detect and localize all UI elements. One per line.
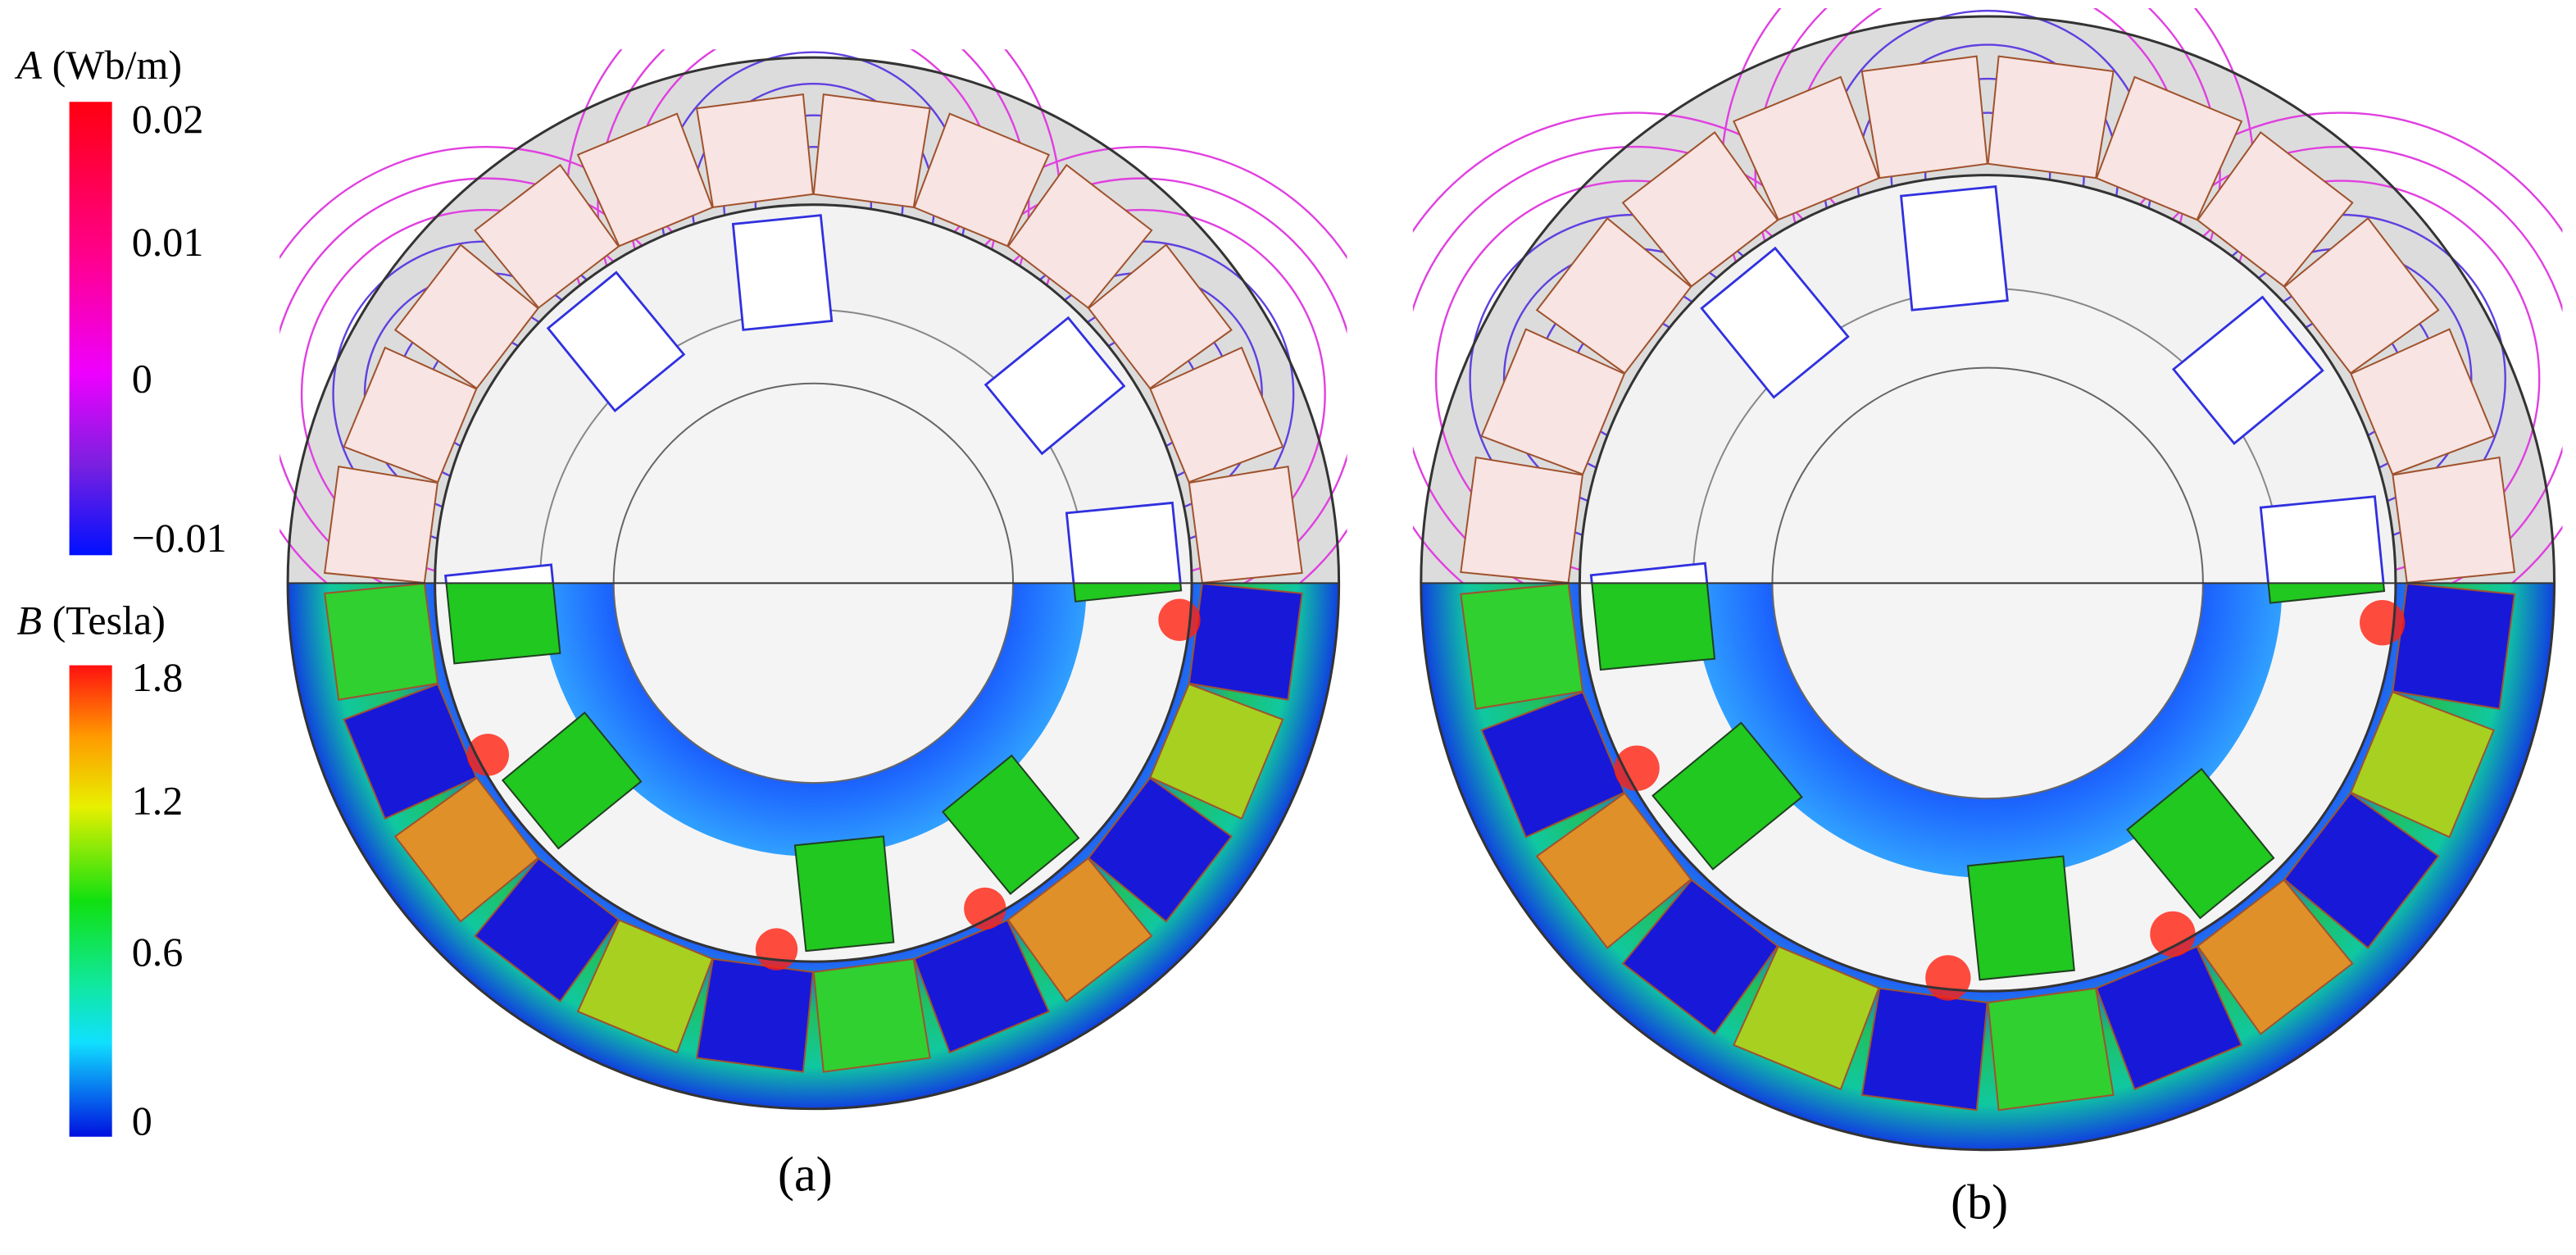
flux-tick-label: 0	[132, 355, 152, 401]
slot	[695, 93, 815, 209]
slot	[2350, 690, 2495, 839]
slot	[1006, 163, 1153, 309]
density-tick-label: 1.8	[132, 654, 184, 700]
saturation-spot	[2150, 911, 2196, 957]
slot	[1535, 792, 1692, 949]
magnet	[1072, 583, 1183, 602]
slot	[576, 919, 714, 1054]
magnet	[2171, 295, 2324, 445]
magnet	[546, 271, 686, 413]
density-half	[288, 583, 1339, 1109]
slot	[393, 243, 539, 390]
slot	[393, 776, 539, 923]
magnet	[1900, 185, 2009, 311]
slot	[2350, 328, 2495, 475]
slot	[1460, 583, 1584, 710]
slot	[474, 163, 620, 309]
slot	[2392, 583, 2516, 710]
saturation-spot	[1614, 745, 1660, 791]
magnet	[941, 754, 1080, 895]
magnet	[984, 316, 1126, 456]
flux-tick-label: 0.02	[132, 96, 204, 142]
panel-caption: (a)	[778, 1148, 833, 1203]
flux-tick-label: −0.01	[132, 515, 227, 561]
motor	[1412, 8, 2563, 1152]
magnet	[1966, 855, 2075, 981]
magnet	[445, 583, 561, 665]
flux-half	[1412, 8, 2563, 584]
flux-legend-title: A (Wb/m)	[14, 42, 182, 88]
slot	[1188, 465, 1303, 584]
slot	[1987, 55, 2115, 180]
slot	[1087, 243, 1233, 390]
magnet	[793, 835, 895, 953]
slot	[1188, 583, 1303, 701]
slot	[1149, 346, 1284, 484]
saturation-spot	[1158, 598, 1201, 641]
slot	[1535, 216, 1692, 375]
magnet	[1651, 721, 1803, 871]
slot	[343, 346, 478, 484]
slot	[576, 112, 714, 248]
slot	[474, 857, 620, 1003]
slot	[1621, 130, 1779, 288]
density-tick-label: 0	[132, 1098, 152, 1144]
flux-colorbar	[69, 102, 112, 556]
slot	[1149, 683, 1284, 821]
magnet	[2126, 767, 2275, 920]
slot	[1480, 690, 1626, 839]
magnet	[1065, 501, 1182, 584]
slot	[323, 465, 439, 584]
slot	[1006, 857, 1153, 1003]
slot	[1733, 75, 1880, 221]
slot	[1621, 879, 1779, 1035]
slot	[2283, 792, 2440, 949]
magnet	[2259, 495, 2385, 584]
saturation-spot	[1925, 955, 1971, 1001]
density-colorbar	[69, 665, 112, 1137]
motor	[279, 49, 1347, 1111]
slot	[913, 112, 1051, 248]
slot	[2283, 216, 2440, 375]
magnet	[1589, 562, 1709, 584]
slot	[695, 957, 815, 1073]
density-tick-label: 1.2	[132, 777, 184, 823]
slot	[1733, 945, 1880, 1091]
flux-tick-label: 0.01	[132, 219, 204, 265]
magnet	[2267, 583, 2386, 604]
slot	[323, 583, 439, 701]
slot	[812, 957, 931, 1073]
magnet	[1700, 246, 1850, 399]
slot	[2095, 945, 2243, 1091]
magnet	[444, 563, 555, 584]
slot	[1987, 987, 2115, 1112]
saturation-spot	[2360, 600, 2406, 646]
magnet	[501, 712, 643, 850]
slot	[2196, 879, 2354, 1035]
motors	[279, 8, 2563, 1152]
slot	[2196, 130, 2354, 288]
slot	[1460, 456, 1584, 584]
slot	[2095, 75, 2243, 221]
slot	[1087, 776, 1233, 923]
magnet	[731, 214, 834, 331]
magnet	[1591, 583, 1716, 671]
panel-caption: (b)	[1951, 1175, 2008, 1230]
saturation-spot	[466, 734, 509, 776]
slot	[343, 683, 478, 821]
slot	[1480, 328, 1626, 475]
slot	[812, 93, 931, 209]
saturation-spot	[964, 887, 1006, 930]
saturation-spot	[755, 928, 798, 971]
density-legend-title: B (Tesla)	[16, 597, 165, 643]
slot	[2392, 456, 2516, 584]
slot	[1860, 55, 1988, 180]
slot	[1860, 987, 1988, 1112]
density-tick-label: 0.6	[132, 929, 184, 975]
slot	[913, 919, 1051, 1054]
